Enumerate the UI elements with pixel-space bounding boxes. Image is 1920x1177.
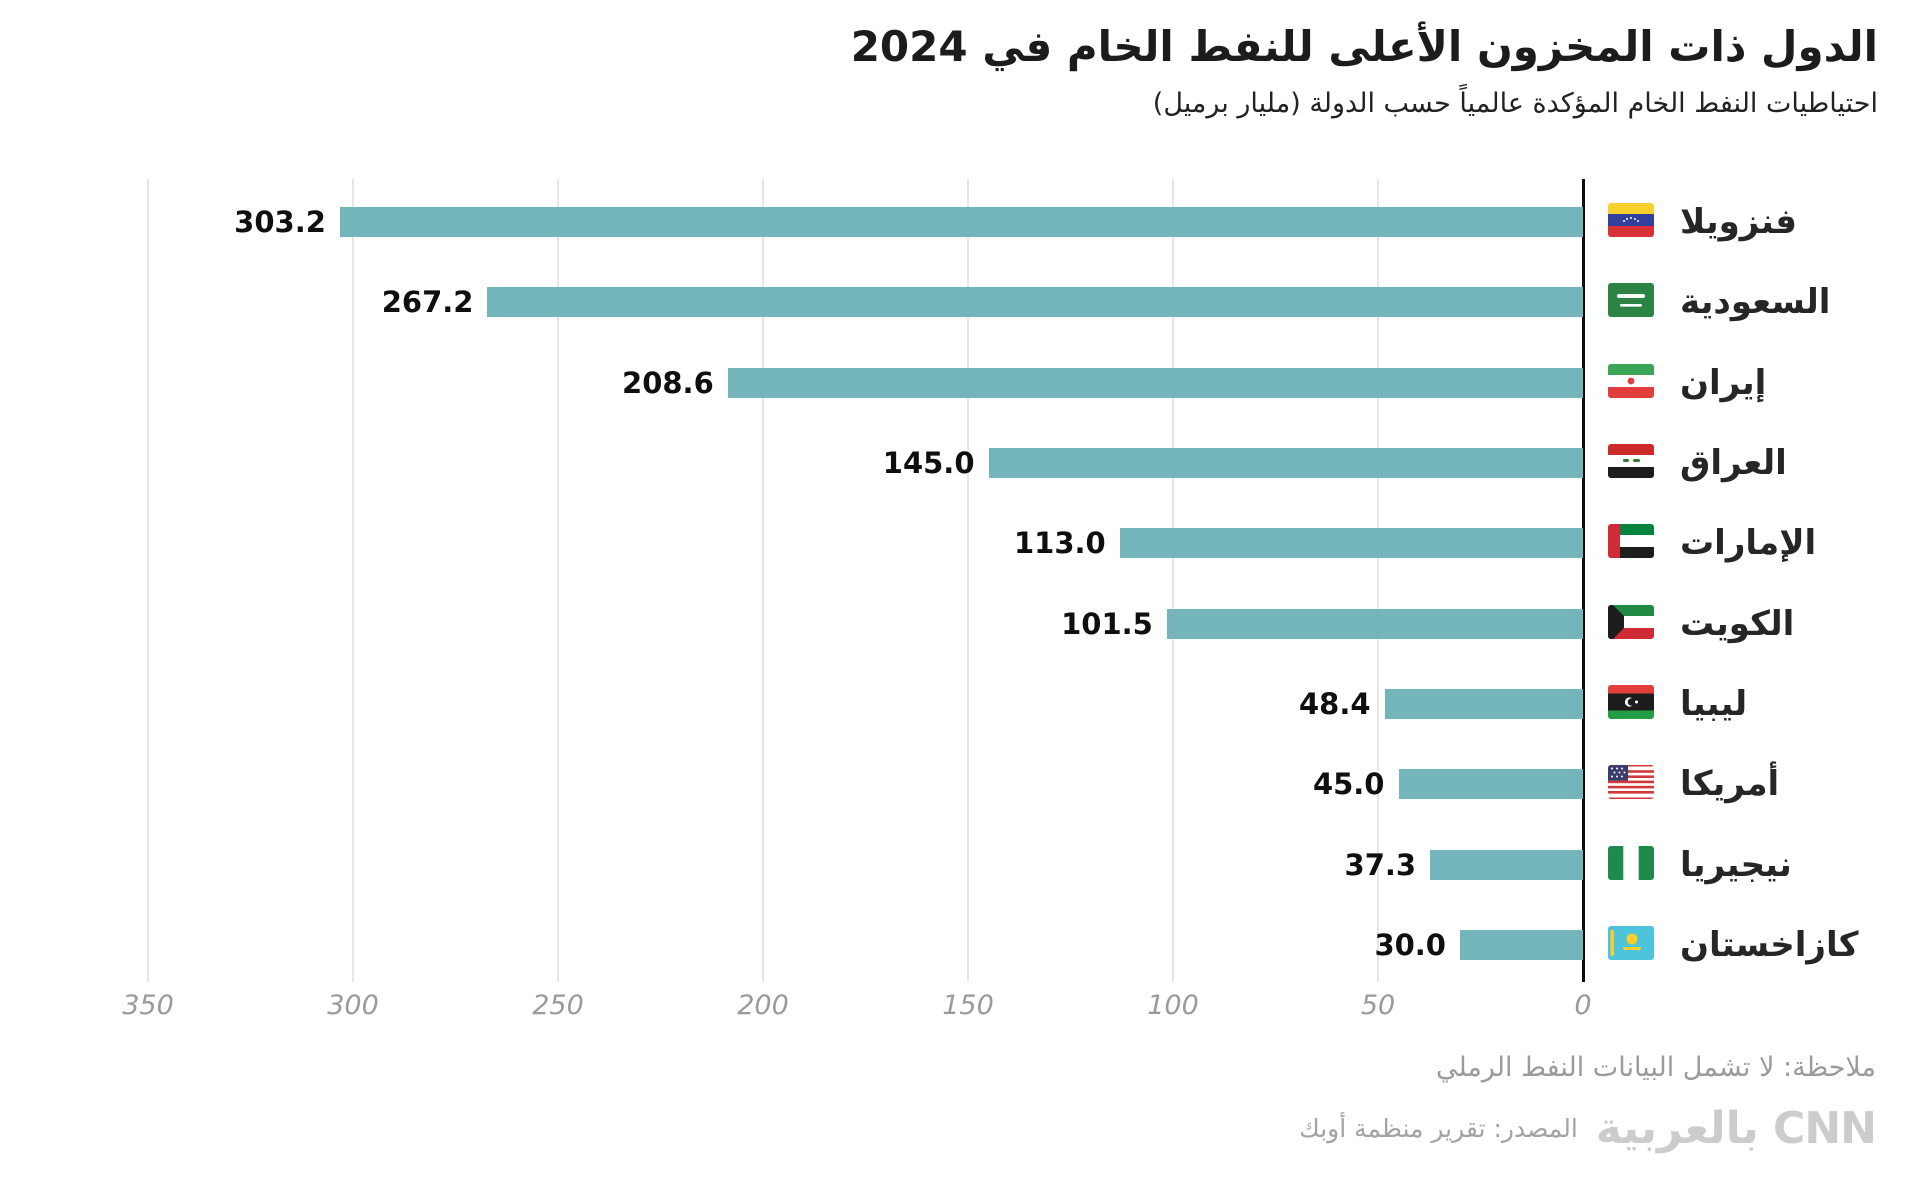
country-row-iran: إيران: [1608, 360, 1766, 406]
country-row-venezuela: فنزويلا: [1608, 199, 1797, 245]
country-row-saudi-arabia: السعودية: [1608, 279, 1830, 325]
gridline-150: [967, 179, 969, 982]
flag-libya-icon: [1608, 684, 1654, 723]
country-label-iran: إيران: [1680, 362, 1767, 403]
value-label-kazakhstan: 30.0: [1374, 927, 1446, 962]
bar-iraq: [988, 447, 1583, 478]
zero-axis-line: [1581, 179, 1585, 982]
value-label-libya: 48.4: [1299, 686, 1371, 721]
source-line: CNN بالعربية المصدر: تقرير منظمة أوبك: [1299, 1103, 1877, 1154]
flag-saudi-arabia-icon: [1608, 283, 1654, 321]
gridline-200: [762, 179, 764, 982]
flag-nigeria-icon: [1608, 845, 1654, 884]
bar-libya: [1384, 688, 1583, 719]
gridline-350: [147, 179, 149, 982]
bar-iran: [727, 367, 1583, 398]
gridline-300: [352, 179, 354, 982]
x-tick-200: 200: [737, 990, 789, 1021]
country-row-kuwait: الكويت: [1608, 601, 1794, 647]
value-label-usa: 45.0: [1312, 767, 1385, 802]
x-tick-350: 350: [122, 990, 174, 1021]
x-tick-150: 150: [942, 990, 994, 1021]
bar-saudi-arabia: [487, 287, 1583, 318]
gridline-250: [557, 179, 559, 982]
country-label-usa: أمريكا: [1680, 764, 1780, 805]
footnote: ملاحظة: لا تشمل البيانات النفط الرملي: [1435, 1052, 1876, 1083]
value-label-iran: 208.6: [622, 365, 714, 400]
bar-venezuela: [339, 207, 1583, 237]
country-row-uae: الإمارات: [1608, 520, 1816, 566]
flag-iran-icon: [1608, 363, 1654, 402]
bar-uae: [1119, 528, 1583, 559]
country-row-kazakhstan: كازاخستان: [1608, 922, 1859, 968]
flag-uae-icon: [1608, 524, 1654, 562]
value-label-nigeria: 37.3: [1344, 847, 1417, 882]
flag-venezuela-icon: [1608, 203, 1654, 241]
x-tick-100: 100: [1147, 990, 1199, 1021]
country-row-nigeria: نيجيريا: [1608, 842, 1792, 888]
flag-usa-icon: [1608, 765, 1654, 803]
bar-kuwait: [1166, 608, 1583, 639]
chart-subtitle: احتياطيات النفط الخام المؤكدة عالمياً حس…: [1152, 88, 1878, 119]
value-label-uae: 113.0: [1013, 526, 1106, 561]
country-label-kazakhstan: كازاخستان: [1680, 924, 1859, 965]
value-label-saudi-arabia: 267.2: [381, 285, 474, 320]
gridline-50: [1377, 179, 1379, 982]
gridline-100: [1172, 179, 1174, 982]
country-label-libya: ليبيا: [1680, 683, 1748, 724]
country-label-saudi-arabia: السعودية: [1680, 282, 1831, 323]
x-tick-50: 50: [1360, 990, 1396, 1021]
flag-kazakhstan-icon: [1608, 925, 1654, 964]
value-label-iraq: 145.0: [882, 445, 975, 480]
flag-kuwait-icon: [1608, 604, 1654, 643]
cnn-arabic-logo: CNN بالعربية: [1595, 1103, 1877, 1154]
bar-usa: [1398, 769, 1583, 800]
x-tick-250: 250: [532, 990, 584, 1021]
country-label-uae: الإمارات: [1680, 523, 1817, 564]
x-tick-0: 0: [1574, 990, 1592, 1021]
country-row-libya: ليبيا: [1608, 681, 1747, 727]
value-label-venezuela: 303.2: [234, 205, 326, 239]
x-tick-300: 300: [327, 990, 379, 1021]
country-label-iraq: العراق: [1680, 442, 1787, 483]
country-label-venezuela: فنزويلا: [1680, 202, 1798, 242]
country-label-nigeria: نيجيريا: [1680, 844, 1792, 885]
chart-title: الدول ذات المخزون الأعلى للنفط الخام في …: [850, 22, 1878, 71]
bar-nigeria: [1430, 849, 1583, 880]
country-label-kuwait: الكويت: [1680, 603, 1795, 644]
country-row-iraq: العراق: [1608, 440, 1787, 486]
bar-kazakhstan: [1460, 929, 1583, 960]
value-label-kuwait: 101.5: [1061, 606, 1153, 641]
country-row-usa: أمريكا: [1608, 761, 1779, 807]
flag-iraq-icon: [1608, 443, 1654, 482]
source-text: المصدر: تقرير منظمة أوبك: [1299, 1114, 1578, 1143]
